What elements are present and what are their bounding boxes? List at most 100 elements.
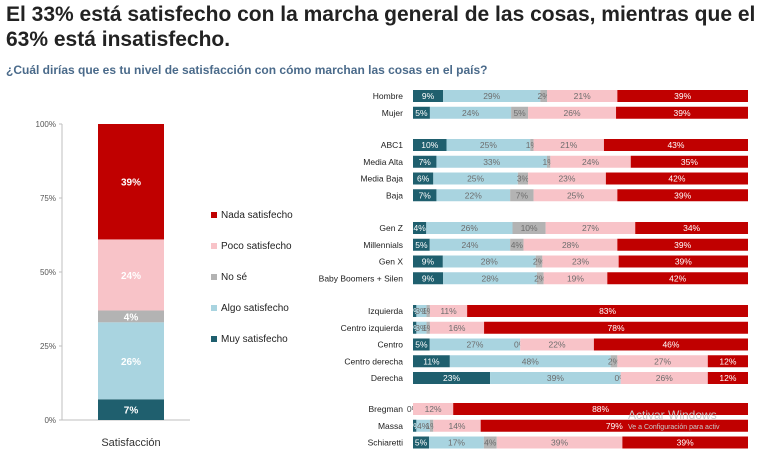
segment-value-label: 1% bbox=[409, 323, 422, 333]
segment-value-label: 46% bbox=[662, 340, 679, 350]
segment-value-label: 22% bbox=[465, 190, 482, 200]
segment-value-label: 39% bbox=[551, 438, 568, 448]
segment-nada bbox=[707, 372, 748, 384]
segment-muy bbox=[413, 155, 437, 168]
segment-poco bbox=[429, 305, 468, 317]
segment-algo bbox=[429, 436, 484, 449]
bar-segment-poco bbox=[98, 239, 164, 311]
segment-muy bbox=[413, 272, 444, 285]
segment-value-label: 39% bbox=[677, 438, 694, 448]
segment-value-label: 1% bbox=[422, 306, 435, 316]
segment-poco bbox=[429, 321, 485, 334]
segment-poco bbox=[496, 436, 623, 449]
segment-value-label: 1% bbox=[425, 421, 438, 431]
segment-value-label: 42% bbox=[668, 174, 685, 184]
segment-muy bbox=[413, 372, 491, 384]
segment-value-label: 25% bbox=[480, 140, 497, 150]
segment-nada bbox=[707, 355, 748, 368]
segment-value-label: 2% bbox=[538, 91, 551, 101]
segment-muy bbox=[413, 419, 417, 432]
segment-algo bbox=[490, 372, 621, 384]
segment-value-label: 9% bbox=[422, 273, 435, 283]
segment-value-label: 21% bbox=[560, 140, 577, 150]
row-label: Centro derecha bbox=[344, 356, 403, 366]
segment-nose bbox=[510, 238, 524, 251]
segment-nada bbox=[453, 403, 748, 415]
segment-algo bbox=[433, 172, 518, 185]
segment-muy bbox=[413, 222, 427, 234]
segment-nada bbox=[603, 139, 748, 151]
segment-value-label: 83% bbox=[599, 306, 616, 316]
bar-segment-nose bbox=[98, 310, 164, 323]
segment-value-label: 24% bbox=[582, 157, 599, 167]
segment-muy bbox=[413, 106, 430, 119]
segment-value-label: 19% bbox=[567, 273, 584, 283]
segment-value-label: 48% bbox=[522, 356, 539, 366]
segment-nose bbox=[426, 321, 430, 334]
segment-muy bbox=[413, 338, 430, 351]
segment-value-label: 1% bbox=[422, 323, 435, 333]
segment-nada bbox=[605, 172, 748, 185]
segment-nose bbox=[540, 90, 547, 102]
segment-value-label: 78% bbox=[608, 323, 625, 333]
activation-watermark: Activar Windows bbox=[628, 408, 717, 422]
segment-poco bbox=[542, 255, 619, 268]
segment-value-label: 9% bbox=[422, 91, 435, 101]
segment-value-label: 28% bbox=[482, 273, 499, 283]
legend-label: Poco satisfecho bbox=[221, 241, 292, 252]
legend-swatch-algo bbox=[211, 305, 217, 311]
bar-value-label: 4% bbox=[124, 312, 139, 323]
segment-value-label: 12% bbox=[719, 356, 736, 366]
segment-value-label: 39% bbox=[674, 240, 691, 250]
segment-muy bbox=[413, 321, 417, 334]
segment-value-label: 39% bbox=[674, 190, 691, 200]
segment-value-label: 9% bbox=[422, 257, 435, 267]
row-label: Centro bbox=[377, 340, 403, 350]
segment-value-label: 10% bbox=[521, 223, 538, 233]
segment-value-label: 5% bbox=[513, 108, 526, 118]
segment-value-label: 1% bbox=[526, 140, 539, 150]
segment-nose bbox=[535, 255, 543, 268]
segment-muy bbox=[413, 255, 443, 268]
segment-value-label: 5% bbox=[415, 438, 428, 448]
segment-poco bbox=[433, 419, 481, 432]
segment-muy bbox=[413, 139, 447, 151]
segment-value-label: 1% bbox=[543, 157, 556, 167]
segment-poco bbox=[617, 355, 708, 368]
segment-value-label: 4% bbox=[417, 421, 430, 431]
row-label: Izquierda bbox=[368, 306, 403, 316]
segment-value-label: 33% bbox=[483, 157, 500, 167]
segment-value-label: 42% bbox=[669, 273, 686, 283]
row-label: Media Baja bbox=[360, 174, 403, 184]
segment-value-label: 39% bbox=[547, 373, 564, 383]
segment-poco bbox=[533, 189, 618, 202]
segment-value-label: 1% bbox=[409, 421, 422, 431]
segment-nose bbox=[547, 155, 551, 168]
segment-nada bbox=[630, 155, 748, 168]
segment-value-label: 79% bbox=[606, 421, 623, 431]
segment-value-label: 3% bbox=[415, 323, 428, 333]
segment-poco bbox=[523, 238, 618, 251]
row-label: Gen Z bbox=[379, 223, 403, 233]
segment-nada bbox=[622, 436, 748, 449]
row-label: Centro izquierda bbox=[341, 323, 404, 333]
segment-nose bbox=[530, 139, 534, 151]
segment-algo bbox=[436, 189, 511, 202]
segment-value-label: 1% bbox=[409, 306, 422, 316]
segment-algo bbox=[436, 155, 547, 168]
segment-value-label: 4% bbox=[413, 223, 426, 233]
row-label: Millennials bbox=[363, 240, 403, 250]
y-tick-label: 100% bbox=[36, 120, 56, 129]
segment-value-label: 2% bbox=[534, 273, 547, 283]
segment-value-label: 5% bbox=[415, 340, 428, 350]
segment-muy bbox=[413, 305, 417, 317]
row-label: ABC1 bbox=[381, 140, 403, 150]
segment-algo bbox=[449, 355, 611, 368]
segment-value-label: 12% bbox=[425, 404, 442, 414]
segment-nada bbox=[607, 272, 748, 285]
bar-segment-algo bbox=[98, 322, 164, 400]
segment-value-label: 35% bbox=[681, 157, 698, 167]
segment-value-label: 26% bbox=[656, 373, 673, 383]
segment-muy bbox=[413, 355, 450, 368]
